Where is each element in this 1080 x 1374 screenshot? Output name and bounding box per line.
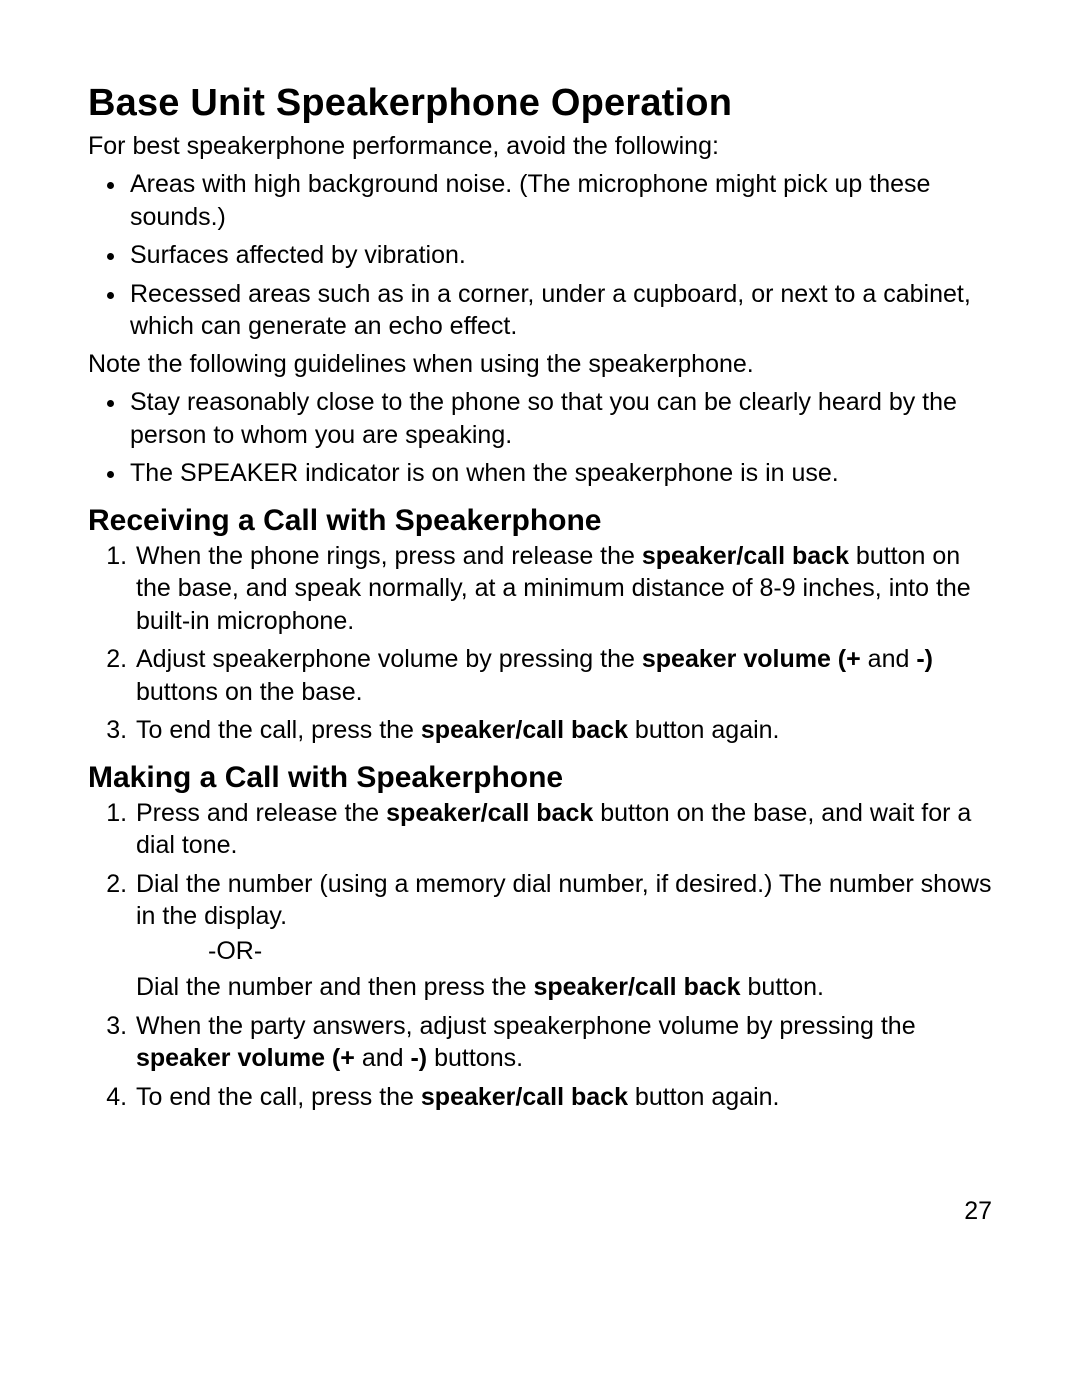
making-steps: Press and release the speaker/call back … xyxy=(88,797,992,1114)
bold-term: speaker/call back xyxy=(642,542,849,570)
bold-term: -) xyxy=(410,1044,427,1072)
bold-term: -) xyxy=(916,645,933,673)
making-heading: Making a Call with Speakerphone xyxy=(88,761,992,795)
bold-term: speaker/call back xyxy=(533,973,740,1001)
text-fragment: button again. xyxy=(628,716,780,744)
text-fragment: button again. xyxy=(628,1083,780,1111)
list-item: To end the call, press the speaker/call … xyxy=(134,1081,992,1114)
text-fragment: To end the call, press the xyxy=(136,1083,421,1111)
alt-step: Dial the number and then press the speak… xyxy=(136,971,992,1004)
page-number: 27 xyxy=(964,1197,992,1226)
text-fragment: and xyxy=(355,1044,411,1072)
bold-term: speaker/call back xyxy=(421,1083,628,1111)
bold-term: speaker volume (+ xyxy=(642,645,861,673)
text-fragment: To end the call, press the xyxy=(136,716,421,744)
list-item: Dial the number (using a memory dial num… xyxy=(134,868,992,1004)
or-separator: -OR- xyxy=(208,935,992,968)
list-item: Adjust speakerphone volume by pressing t… xyxy=(134,643,992,708)
bold-term: speaker/call back xyxy=(421,716,628,744)
text-fragment: and xyxy=(861,645,917,673)
list-item: Press and release the speaker/call back … xyxy=(134,797,992,862)
document-page: Base Unit Speakerphone Operation For bes… xyxy=(0,0,1080,1374)
text-fragment: Press and release the xyxy=(136,799,386,827)
list-item: The SPEAKER indicator is on when the spe… xyxy=(128,457,992,490)
text-fragment: Adjust speakerphone volume by pressing t… xyxy=(136,645,642,673)
bold-term: speaker/call back xyxy=(386,799,593,827)
list-item: Stay reasonably close to the phone so th… xyxy=(128,386,992,451)
bold-term: speaker volume (+ xyxy=(136,1044,355,1072)
list-item: When the party answers, adjust speakerph… xyxy=(134,1010,992,1075)
text-fragment: Dial the number (using a memory dial num… xyxy=(136,870,991,931)
list-item: To end the call, press the speaker/call … xyxy=(134,714,992,747)
text-fragment: When the party answers, adjust speakerph… xyxy=(136,1012,916,1040)
list-item: Surfaces affected by vibration. xyxy=(128,239,992,272)
note-intro: Note the following guidelines when using… xyxy=(88,349,992,380)
avoid-list: Areas with high background noise. (The m… xyxy=(88,168,992,343)
guidelines-list: Stay reasonably close to the phone so th… xyxy=(88,386,992,490)
intro-text: For best speakerphone performance, avoid… xyxy=(88,131,992,162)
text-fragment: When the phone rings, press and release … xyxy=(136,542,642,570)
text-fragment: buttons on the base. xyxy=(136,678,363,706)
list-item: When the phone rings, press and release … xyxy=(134,540,992,638)
text-fragment: button. xyxy=(741,973,824,1001)
text-fragment: Dial the number and then press the xyxy=(136,973,533,1001)
list-item: Areas with high background noise. (The m… xyxy=(128,168,992,233)
page-title: Base Unit Speakerphone Operation xyxy=(88,82,992,125)
receiving-steps: When the phone rings, press and release … xyxy=(88,540,992,747)
receiving-heading: Receiving a Call with Speakerphone xyxy=(88,504,992,538)
text-fragment: buttons. xyxy=(427,1044,523,1072)
list-item: Recessed areas such as in a corner, unde… xyxy=(128,278,992,343)
